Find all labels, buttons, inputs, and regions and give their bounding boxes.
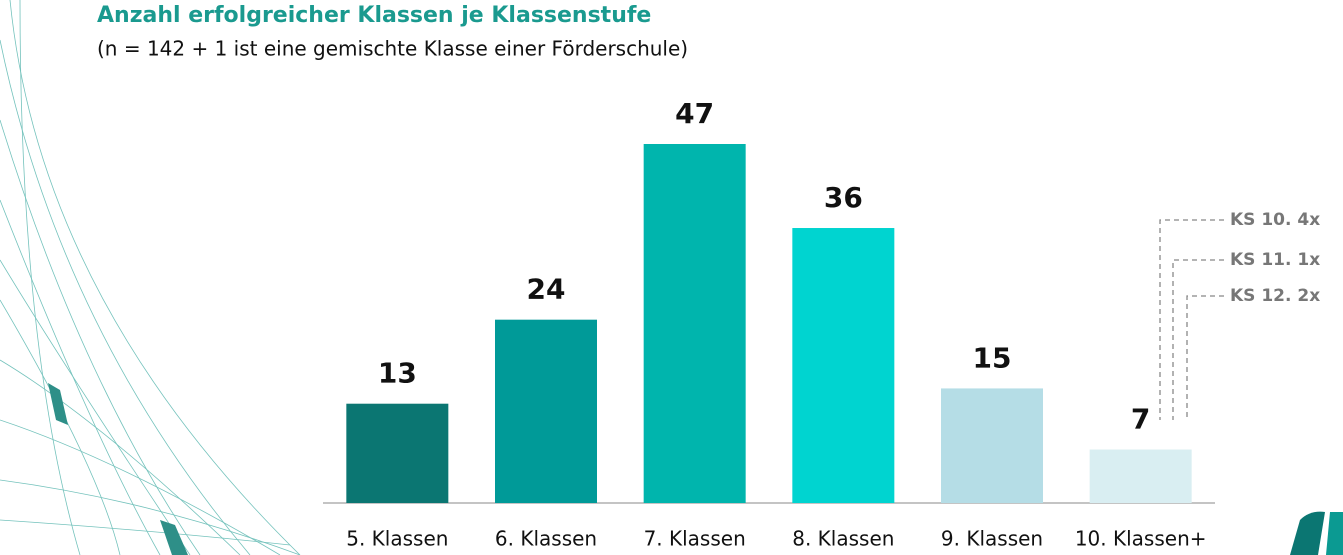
value-label: 7 xyxy=(1131,403,1150,436)
chart: Anzahl erfolgreicher Klassen je Klassens… xyxy=(0,0,1343,555)
x-tick-label: 8. Klassen xyxy=(792,527,894,551)
annotation: KS 12. 2x xyxy=(1230,286,1320,306)
annotation-brackets xyxy=(1160,220,1224,420)
value-label: 36 xyxy=(824,181,863,214)
annotation: KS 10. 4x xyxy=(1230,210,1320,230)
value-label: 13 xyxy=(378,357,417,390)
bar xyxy=(495,320,597,503)
value-label: 24 xyxy=(527,273,566,306)
logo-fragment xyxy=(1290,512,1325,555)
x-tick-label: 7. Klassen xyxy=(644,527,746,551)
x-tick-label: 5. Klassen xyxy=(346,527,448,551)
value-label: 15 xyxy=(973,341,1012,374)
x-tick-label: 10. Klassen+ xyxy=(1075,527,1207,551)
bar xyxy=(346,404,448,503)
x-tick-label: 6. Klassen xyxy=(495,527,597,551)
logo-fragment xyxy=(1326,512,1343,555)
decoration-patch xyxy=(160,520,188,555)
background-decoration xyxy=(0,0,300,555)
chart-title: Anzahl erfolgreicher Klassen je Klassens… xyxy=(97,3,651,28)
bar xyxy=(644,144,746,503)
bar xyxy=(792,228,894,503)
x-tick-label: 9. Klassen xyxy=(941,527,1043,551)
bar xyxy=(1090,450,1192,503)
bar xyxy=(941,388,1043,503)
value-label: 47 xyxy=(675,97,714,130)
chart-subtitle: (n = 142 + 1 ist eine gemischte Klasse e… xyxy=(97,37,688,61)
annotation: KS 11. 1x xyxy=(1230,250,1320,270)
